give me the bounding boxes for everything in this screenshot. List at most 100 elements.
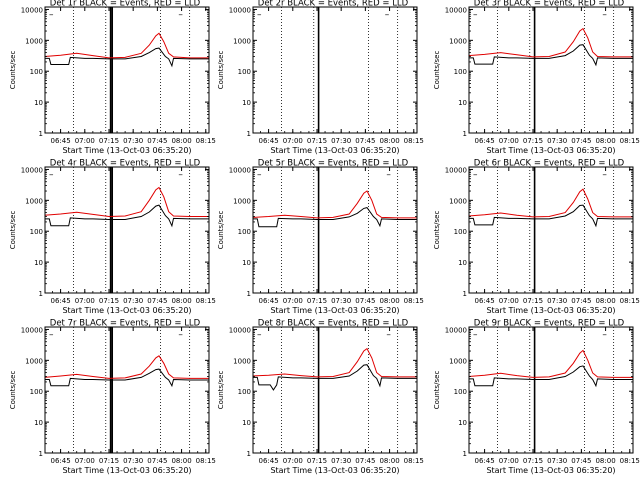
- x-axis-label: Start Time (13-Oct-03 06:35:20): [486, 146, 615, 155]
- status-mark: –: [49, 170, 54, 180]
- panel-det-7: Det 7r BLACK = Events, RED = LLD– – 1 10 100…: [9, 319, 216, 476]
- x-tick-label: 07:00: [283, 457, 303, 465]
- y-tick-label: 100: [30, 68, 43, 76]
- events-series-line: [252, 364, 417, 391]
- panel-det-3: Det 3r BLACK = Events, RED = LLD– – 1 10 100…: [433, 0, 640, 155]
- status-mark: –: [49, 10, 54, 20]
- x-tick-label: 07:45: [147, 137, 167, 145]
- y-tick-label: 10000: [445, 326, 467, 334]
- x-axis-label: Start Time (13-Oct-03 06:35:20): [270, 306, 399, 315]
- status-mark: –: [257, 330, 262, 340]
- panel-title: Det 9r BLACK = Events, RED = LLD: [474, 319, 625, 329]
- x-tick-label: 06:45: [50, 297, 70, 305]
- x-tick-label: 07:00: [75, 137, 95, 145]
- panel-title: Det 4r BLACK = Events, RED = LLD: [50, 159, 201, 169]
- x-tick-label: 07:30: [123, 137, 143, 145]
- x-tick-label: 06:45: [258, 137, 278, 145]
- y-tick-label: 1000: [233, 357, 251, 365]
- y-tick-label: 100: [454, 388, 467, 396]
- y-axis-label: Counts/sec: [433, 51, 441, 90]
- status-mark: –: [257, 10, 262, 20]
- x-tick-label: 07:45: [355, 297, 375, 305]
- y-axis-label: Counts/sec: [217, 371, 225, 410]
- y-tick-label: 10: [458, 259, 467, 267]
- y-axis-label: Counts/sec: [9, 51, 17, 90]
- y-tick-label: 10000: [445, 6, 467, 14]
- y-tick-label: 100: [454, 68, 467, 76]
- y-tick-label: 10: [242, 419, 251, 427]
- x-tick-label: 07:30: [123, 297, 143, 305]
- lld-series-line: [252, 347, 417, 378]
- x-tick-label: 08:00: [379, 457, 399, 465]
- x-tick-label: 08:00: [595, 297, 615, 305]
- x-tick-label: 06:45: [474, 457, 494, 465]
- x-axis-label: Start Time (13-Oct-03 06:35:20): [486, 306, 615, 315]
- panel-det-4: Det 4r BLACK = Events, RED = LLD– – 1 10 100…: [9, 159, 216, 316]
- x-tick-label: 07:45: [147, 457, 167, 465]
- status-mark: –: [602, 330, 607, 340]
- y-axis-label: Counts/sec: [9, 211, 17, 250]
- y-tick-label: 100: [30, 228, 43, 236]
- y-tick-label: 100: [238, 68, 251, 76]
- lld-series-line: [468, 188, 633, 218]
- y-tick-label: 10: [458, 419, 467, 427]
- x-tick-label: 07:15: [523, 457, 543, 465]
- events-series-line: [44, 47, 209, 68]
- events-series-line: [468, 204, 633, 228]
- x-tick-label: 06:45: [258, 297, 278, 305]
- y-tick-label: 1: [247, 450, 251, 458]
- y-tick-label: 10: [458, 99, 467, 107]
- y-tick-label: 1000: [25, 357, 43, 365]
- panel-title: Det 1r BLACK = Events, RED = LLD: [50, 0, 201, 9]
- panel-title: Det 2r BLACK = Events, RED = LLD: [258, 0, 409, 9]
- y-tick-label: 10000: [229, 326, 251, 334]
- lld-series-line: [44, 355, 209, 379]
- plot-frame: [44, 166, 210, 294]
- x-tick-label: 07:15: [307, 457, 327, 465]
- x-tick-label: 07:30: [123, 457, 143, 465]
- x-tick-label: 08:15: [620, 297, 640, 305]
- x-tick-label: 08:00: [379, 297, 399, 305]
- y-tick-label: 1: [39, 290, 43, 298]
- y-tick-label: 1000: [449, 197, 467, 205]
- y-tick-label: 1: [463, 130, 467, 138]
- x-tick-label: 08:15: [404, 297, 424, 305]
- plot-frame: [468, 326, 634, 454]
- events-series-line: [468, 44, 633, 67]
- y-tick-label: 1: [247, 290, 251, 298]
- status-mark: –: [49, 330, 54, 340]
- y-tick-label: 10: [34, 419, 43, 427]
- plot-frame: [44, 6, 210, 134]
- x-tick-label: 07:30: [547, 457, 567, 465]
- x-tick-label: 06:45: [50, 137, 70, 145]
- y-tick-label: 1000: [25, 37, 43, 45]
- x-tick-label: 08:15: [196, 297, 216, 305]
- x-tick-label: 06:45: [474, 137, 494, 145]
- x-tick-label: 08:15: [404, 137, 424, 145]
- y-tick-label: 10000: [21, 6, 43, 14]
- x-tick-label: 06:45: [474, 297, 494, 305]
- y-tick-label: 10000: [229, 166, 251, 174]
- x-axis-label: Start Time (13-Oct-03 06:35:20): [62, 306, 191, 315]
- x-tick-label: 08:00: [171, 457, 191, 465]
- x-tick-label: 07:00: [499, 137, 519, 145]
- x-tick-label: 07:15: [99, 297, 119, 305]
- x-tick-label: 07:15: [307, 297, 327, 305]
- status-mark: –: [178, 10, 183, 20]
- x-tick-label: 07:15: [523, 297, 543, 305]
- y-tick-label: 10000: [21, 326, 43, 334]
- panel-title: Det 8r BLACK = Events, RED = LLD: [258, 319, 409, 329]
- x-axis-label: Start Time (13-Oct-03 06:35:20): [486, 466, 615, 475]
- panel-det-1: Det 1r BLACK = Events, RED = LLD– – 1 10 100…: [9, 0, 216, 155]
- y-tick-label: 10: [34, 259, 43, 267]
- panel-det-2: Det 2r BLACK = Events, RED = LLD– – 1 10 100…: [217, 0, 424, 155]
- lld-series-line: [468, 349, 633, 378]
- y-axis-label: Counts/sec: [433, 371, 441, 410]
- panel-title: Det 5r BLACK = Events, RED = LLD: [258, 159, 409, 169]
- y-tick-label: 100: [454, 228, 467, 236]
- status-mark: –: [473, 170, 478, 180]
- x-tick-label: 06:45: [50, 457, 70, 465]
- panel-det-5: Det 5r BLACK = Events, RED = LLD– – 1 10 100…: [217, 159, 424, 316]
